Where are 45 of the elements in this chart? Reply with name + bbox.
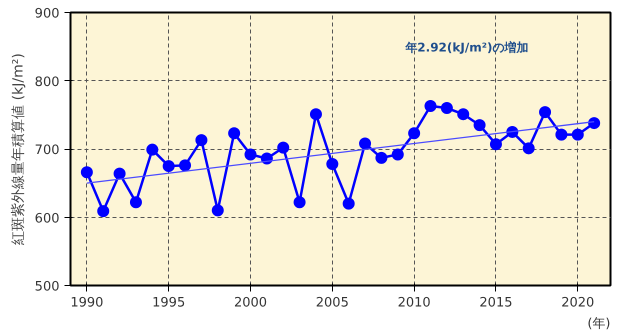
point <box>277 142 290 154</box>
y-tick-label: 700 <box>34 143 60 158</box>
point <box>212 204 224 216</box>
point <box>539 106 552 118</box>
point <box>474 119 486 132</box>
point <box>408 127 420 140</box>
x-tick-label: 1995 <box>152 296 186 310</box>
y-axis-title: 紅斑紫外線量年積算値 (kJ/m²) <box>10 53 27 245</box>
point <box>588 117 600 130</box>
point <box>130 196 142 208</box>
point <box>310 108 322 120</box>
x-tick-label: 2015 <box>479 296 513 310</box>
point <box>359 138 372 150</box>
point <box>179 159 192 172</box>
point <box>457 108 470 120</box>
point <box>424 100 436 112</box>
x-tick-label: 2000 <box>234 296 268 310</box>
x-axis-title: (年) <box>587 316 611 332</box>
point <box>294 196 306 208</box>
point <box>490 138 502 150</box>
y-tick-label: 900 <box>34 6 60 22</box>
point <box>342 198 355 210</box>
x-tick-label: 2005 <box>316 296 349 310</box>
y-tick-label: 500 <box>34 280 60 294</box>
point <box>392 148 404 160</box>
x-tick-label: 2020 <box>561 296 594 310</box>
point <box>114 168 126 180</box>
point <box>555 128 568 141</box>
point <box>572 128 584 141</box>
point <box>146 144 158 156</box>
point <box>375 152 388 164</box>
point <box>97 205 110 218</box>
point <box>244 148 256 160</box>
point <box>326 158 338 170</box>
point <box>195 134 208 146</box>
point <box>80 166 93 178</box>
x-tick-label: 2010 <box>398 296 431 310</box>
point <box>162 160 175 172</box>
point <box>440 102 453 114</box>
annotation: 年2.92(kJ/m²)の増加 <box>404 40 528 54</box>
x-tick-label: 1990 <box>70 296 104 310</box>
y-tick-label: 600 <box>34 211 60 226</box>
point <box>522 142 535 154</box>
point <box>228 127 240 140</box>
y-tick-label: 800 <box>34 74 60 90</box>
